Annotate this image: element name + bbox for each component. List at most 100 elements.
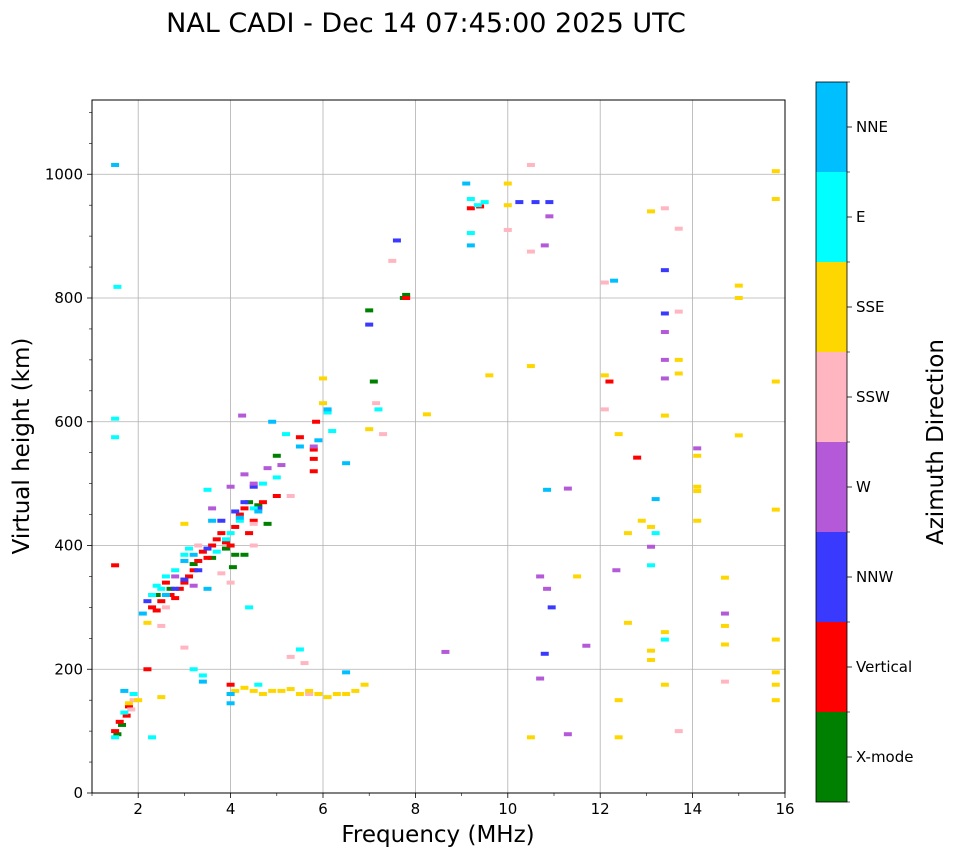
data-point-e [647, 563, 656, 568]
data-point-sse [693, 518, 702, 523]
y-tick-label: 0 [73, 784, 83, 802]
data-point-sse [771, 169, 780, 174]
data-point-e [198, 673, 207, 678]
data-point-sse [693, 484, 702, 489]
data-point-e [226, 531, 235, 536]
x-axis: 2 4 6 8 10 12 14 16 [91, 793, 795, 818]
data-point-e [111, 735, 120, 740]
colorbar-tick-label: SSW [856, 388, 890, 406]
data-point-sse [720, 642, 729, 647]
data-point-vertical [258, 500, 267, 505]
data-point-e [111, 416, 120, 421]
data-point-nne [189, 552, 198, 557]
data-point-sse [268, 688, 277, 693]
data-point-nne [462, 181, 471, 186]
data-point-sse [526, 735, 535, 740]
data-point-nnw [515, 200, 524, 205]
data-point-vertical [157, 599, 166, 604]
data-point-w [171, 574, 180, 579]
colorbar-label: Azimuth Direction [923, 339, 949, 545]
y-tick-label: 1000 [45, 165, 83, 183]
data-point-nnw [531, 200, 540, 205]
data-point-e [323, 410, 332, 415]
data-point-w [536, 676, 545, 681]
data-point-sse [503, 181, 512, 186]
data-point-sse [693, 453, 702, 458]
data-point-e [129, 692, 138, 696]
data-point-x-mode [240, 552, 249, 557]
x-tick-label: 10 [498, 800, 517, 818]
data-point-w [582, 643, 591, 648]
data-point-nne [226, 701, 235, 706]
data-point-sse [305, 688, 314, 693]
data-point-e [113, 284, 122, 289]
y-tick-label: 800 [54, 289, 83, 307]
data-point-ssw [674, 309, 683, 314]
data-point-sse [342, 692, 351, 696]
data-point-x-mode [231, 552, 240, 557]
data-point-e [189, 667, 198, 672]
x-tick-label: 16 [775, 800, 794, 818]
data-point-sse [258, 692, 267, 696]
data-point-sse [351, 688, 360, 693]
data-point-nne [466, 243, 475, 248]
data-point-e [466, 231, 475, 236]
data-point-nne [198, 679, 207, 684]
data-point-x-mode [272, 453, 281, 458]
data-point-e [161, 574, 170, 579]
data-point-e [152, 583, 161, 588]
data-point-sse [734, 433, 743, 438]
chart-title: NAL CADI - Dec 14 07:45:00 2025 UTC [166, 8, 686, 39]
colorbar: X-mode Vertical NNW W SSW SSE E NNE [816, 81, 913, 803]
colorbar-segment-w [816, 442, 847, 532]
data-point-vertical [208, 543, 217, 548]
data-point-ssw [600, 280, 609, 285]
data-point-e [660, 637, 669, 642]
data-point-sse [422, 412, 431, 417]
data-point-nnw [194, 568, 203, 573]
data-point-sse [614, 698, 623, 703]
data-point-nne [208, 518, 217, 523]
data-point-x-mode [254, 503, 263, 508]
data-point-sse [674, 371, 683, 376]
data-point-e [480, 200, 489, 205]
data-point-w [277, 463, 286, 468]
data-point-w [647, 544, 656, 549]
data-point-sse [295, 692, 304, 696]
data-point-sse [240, 685, 249, 690]
data-point-nne [314, 438, 323, 443]
data-point-ssw [157, 623, 166, 628]
data-point-w [660, 330, 669, 335]
colorbar-segment-ssw [816, 352, 847, 442]
colorbar-tick-label: Vertical [856, 658, 912, 676]
data-point-nne [161, 593, 170, 597]
data-point-sse [623, 620, 632, 625]
data-point-x-mode [208, 555, 217, 560]
data-point-vertical [249, 518, 258, 523]
data-point-vertical [226, 682, 235, 687]
data-point-vertical [309, 456, 318, 461]
data-point-vertical [240, 506, 249, 511]
data-point-e [157, 586, 166, 591]
colorbar-tick-label: NNE [856, 118, 888, 136]
data-point-w [249, 481, 258, 486]
data-point-x-mode [118, 722, 127, 727]
data-point-sse [124, 701, 133, 706]
data-point-x-mode [245, 500, 254, 505]
data-point-sse [332, 692, 341, 696]
data-point-sse [134, 698, 143, 703]
data-point-ssw [720, 679, 729, 684]
data-point-sse [771, 670, 780, 675]
data-point-vertical [143, 667, 152, 672]
data-point-nnw [365, 322, 374, 327]
data-point-ssw [127, 707, 136, 712]
data-point-sse [623, 531, 632, 536]
x-tick-label: 4 [226, 800, 236, 818]
y-tick-label: 600 [54, 413, 83, 431]
data-point-vertical [245, 531, 254, 536]
data-point-w [563, 732, 572, 737]
data-point-sse [231, 688, 240, 693]
data-point-vertical [231, 524, 240, 529]
colorbar-tick-label: X-mode [856, 748, 913, 766]
